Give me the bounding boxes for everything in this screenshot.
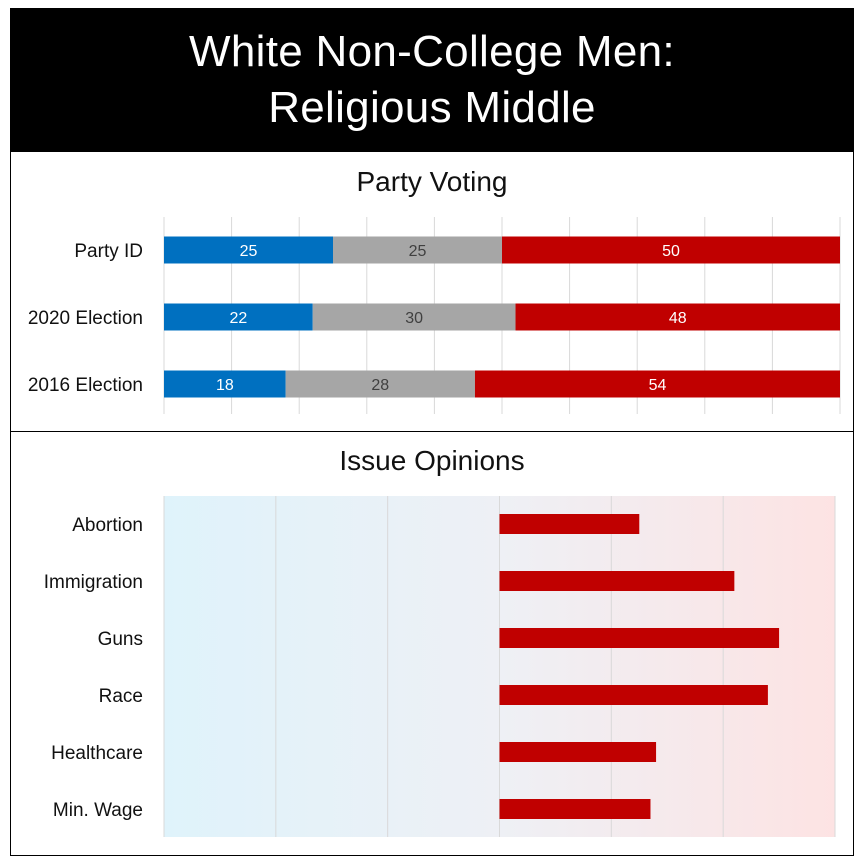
category-label-2020-election: 2020 Election <box>28 308 143 329</box>
issue-opinions-chart: Issue Opinions Abortion Immigration Guns Rac… <box>44 445 836 837</box>
bar-republican-party-id <box>502 236 840 264</box>
title-banner: White Non-College Men: Religious Middle <box>10 8 854 151</box>
data-label-democratic-2016-election: 18 <box>216 377 234 394</box>
bar-republican-2016-election <box>474 370 840 398</box>
issue-bar-guns <box>499 628 780 648</box>
data-label-independent-2016-election: 28 <box>371 377 389 394</box>
bar-independent-party-id <box>333 236 502 264</box>
data-label-independent-party-id: 25 <box>409 243 427 260</box>
category-label-min-wage: Min. Wage <box>53 800 143 821</box>
title-divider <box>10 151 854 152</box>
issue-bar-race <box>499 685 768 705</box>
title-line-1: White Non-College Men: <box>189 26 675 76</box>
data-label-democratic-2020-election: 22 <box>229 310 247 327</box>
party-voting-title: Party Voting <box>357 166 508 197</box>
category-label-2016-election: 2016 Election <box>28 375 143 396</box>
bar-democratic-2016-election <box>164 370 286 398</box>
bar-independent-2016-election <box>285 370 475 398</box>
issue-bar-min-wage <box>499 799 651 819</box>
issue-bar-abortion <box>499 514 640 534</box>
bar-democratic-party-id <box>164 236 333 264</box>
data-label-republican-2016-election: 54 <box>649 377 667 394</box>
data-label-independent-2020-election: 30 <box>405 310 423 327</box>
issue-opinions-title: Issue Opinions <box>339 445 524 476</box>
category-label-race: Race <box>99 686 143 707</box>
data-label-republican-party-id: 50 <box>662 243 680 260</box>
data-label-republican-2020-election: 48 <box>669 310 687 327</box>
bar-republican-2020-election <box>515 303 840 331</box>
category-label-healthcare: Healthcare <box>51 743 143 764</box>
data-label-democratic-party-id: 25 <box>240 243 258 260</box>
issue-bar-immigration <box>499 571 735 591</box>
bar-independent-2020-election <box>312 303 516 331</box>
issue-bar-healthcare <box>499 742 657 762</box>
title-line-2: Religious Middle <box>268 82 596 132</box>
category-label-party-id: Party ID <box>74 241 143 262</box>
category-label-immigration: Immigration <box>44 572 143 593</box>
bar-democratic-2020-election <box>164 303 313 331</box>
party-voting-chart: Party Voting Party ID 25 25 50 2020 Election 2… <box>28 166 841 414</box>
category-label-guns: Guns <box>98 629 143 650</box>
section-divider <box>10 431 854 432</box>
category-label-abortion: Abortion <box>72 515 143 536</box>
